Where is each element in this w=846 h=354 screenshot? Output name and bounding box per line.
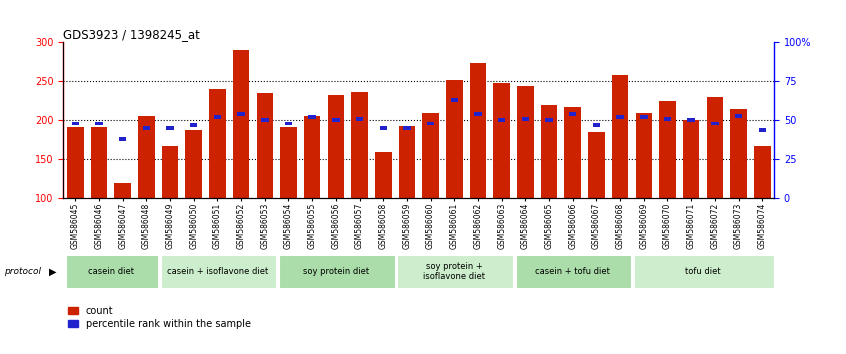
Bar bbox=[754, 146, 771, 198]
Bar bbox=[256, 93, 273, 198]
Bar bbox=[162, 146, 179, 198]
Bar bbox=[233, 50, 250, 198]
Bar bbox=[261, 118, 268, 122]
Bar bbox=[190, 123, 197, 127]
Bar bbox=[404, 126, 410, 130]
Bar bbox=[569, 112, 576, 116]
Bar bbox=[541, 105, 558, 198]
Bar bbox=[664, 117, 671, 121]
Text: soy protein diet: soy protein diet bbox=[303, 267, 369, 276]
Bar bbox=[593, 123, 600, 127]
Bar bbox=[683, 120, 700, 198]
Bar bbox=[279, 255, 396, 289]
Bar bbox=[161, 255, 277, 289]
Bar bbox=[398, 126, 415, 198]
Bar bbox=[309, 115, 316, 119]
Bar bbox=[470, 63, 486, 198]
Bar bbox=[114, 183, 131, 198]
Bar bbox=[285, 121, 292, 125]
Bar bbox=[96, 121, 102, 125]
Bar bbox=[634, 255, 775, 289]
Bar bbox=[304, 116, 321, 198]
Bar bbox=[546, 118, 552, 122]
Bar bbox=[214, 115, 221, 119]
Bar bbox=[659, 101, 676, 198]
Bar bbox=[516, 255, 633, 289]
Bar bbox=[522, 117, 529, 121]
Bar bbox=[356, 117, 363, 121]
Bar bbox=[422, 113, 439, 198]
Text: GDS3923 / 1398245_at: GDS3923 / 1398245_at bbox=[63, 28, 201, 41]
Bar bbox=[730, 109, 747, 198]
Bar bbox=[398, 255, 514, 289]
Bar bbox=[446, 80, 463, 198]
Text: casein diet: casein diet bbox=[88, 267, 134, 276]
Bar bbox=[66, 255, 159, 289]
Bar bbox=[759, 128, 766, 132]
Bar bbox=[143, 126, 150, 130]
Bar bbox=[351, 92, 368, 198]
Bar bbox=[91, 127, 107, 198]
Bar bbox=[640, 115, 647, 119]
Bar bbox=[612, 75, 629, 198]
Bar bbox=[67, 127, 84, 198]
Legend: count, percentile rank within the sample: count, percentile rank within the sample bbox=[69, 306, 250, 329]
Bar bbox=[475, 112, 481, 116]
Text: tofu diet: tofu diet bbox=[685, 267, 721, 276]
Bar bbox=[564, 107, 581, 198]
Bar bbox=[617, 115, 624, 119]
Text: casein + tofu diet: casein + tofu diet bbox=[536, 267, 610, 276]
Text: ▶: ▶ bbox=[49, 267, 57, 277]
Bar bbox=[238, 112, 244, 116]
Bar bbox=[517, 86, 534, 198]
Bar bbox=[451, 98, 458, 102]
Bar bbox=[72, 121, 79, 125]
Bar bbox=[588, 132, 605, 198]
Bar bbox=[185, 131, 202, 198]
Bar bbox=[498, 118, 505, 122]
Bar bbox=[711, 121, 718, 125]
Text: protocol: protocol bbox=[4, 267, 41, 276]
Bar bbox=[209, 89, 226, 198]
Bar bbox=[119, 137, 126, 141]
Bar bbox=[635, 113, 652, 198]
Bar bbox=[167, 126, 173, 130]
Bar bbox=[332, 118, 339, 122]
Bar bbox=[427, 121, 434, 125]
Text: casein + isoflavone diet: casein + isoflavone diet bbox=[167, 267, 268, 276]
Bar bbox=[688, 118, 695, 122]
Bar bbox=[706, 97, 723, 198]
Text: soy protein +
isoflavone diet: soy protein + isoflavone diet bbox=[423, 262, 486, 281]
Bar bbox=[493, 83, 510, 198]
Bar bbox=[327, 96, 344, 198]
Bar bbox=[380, 126, 387, 130]
Bar bbox=[735, 114, 742, 118]
Bar bbox=[375, 152, 392, 198]
Bar bbox=[280, 127, 297, 198]
Bar bbox=[138, 116, 155, 198]
